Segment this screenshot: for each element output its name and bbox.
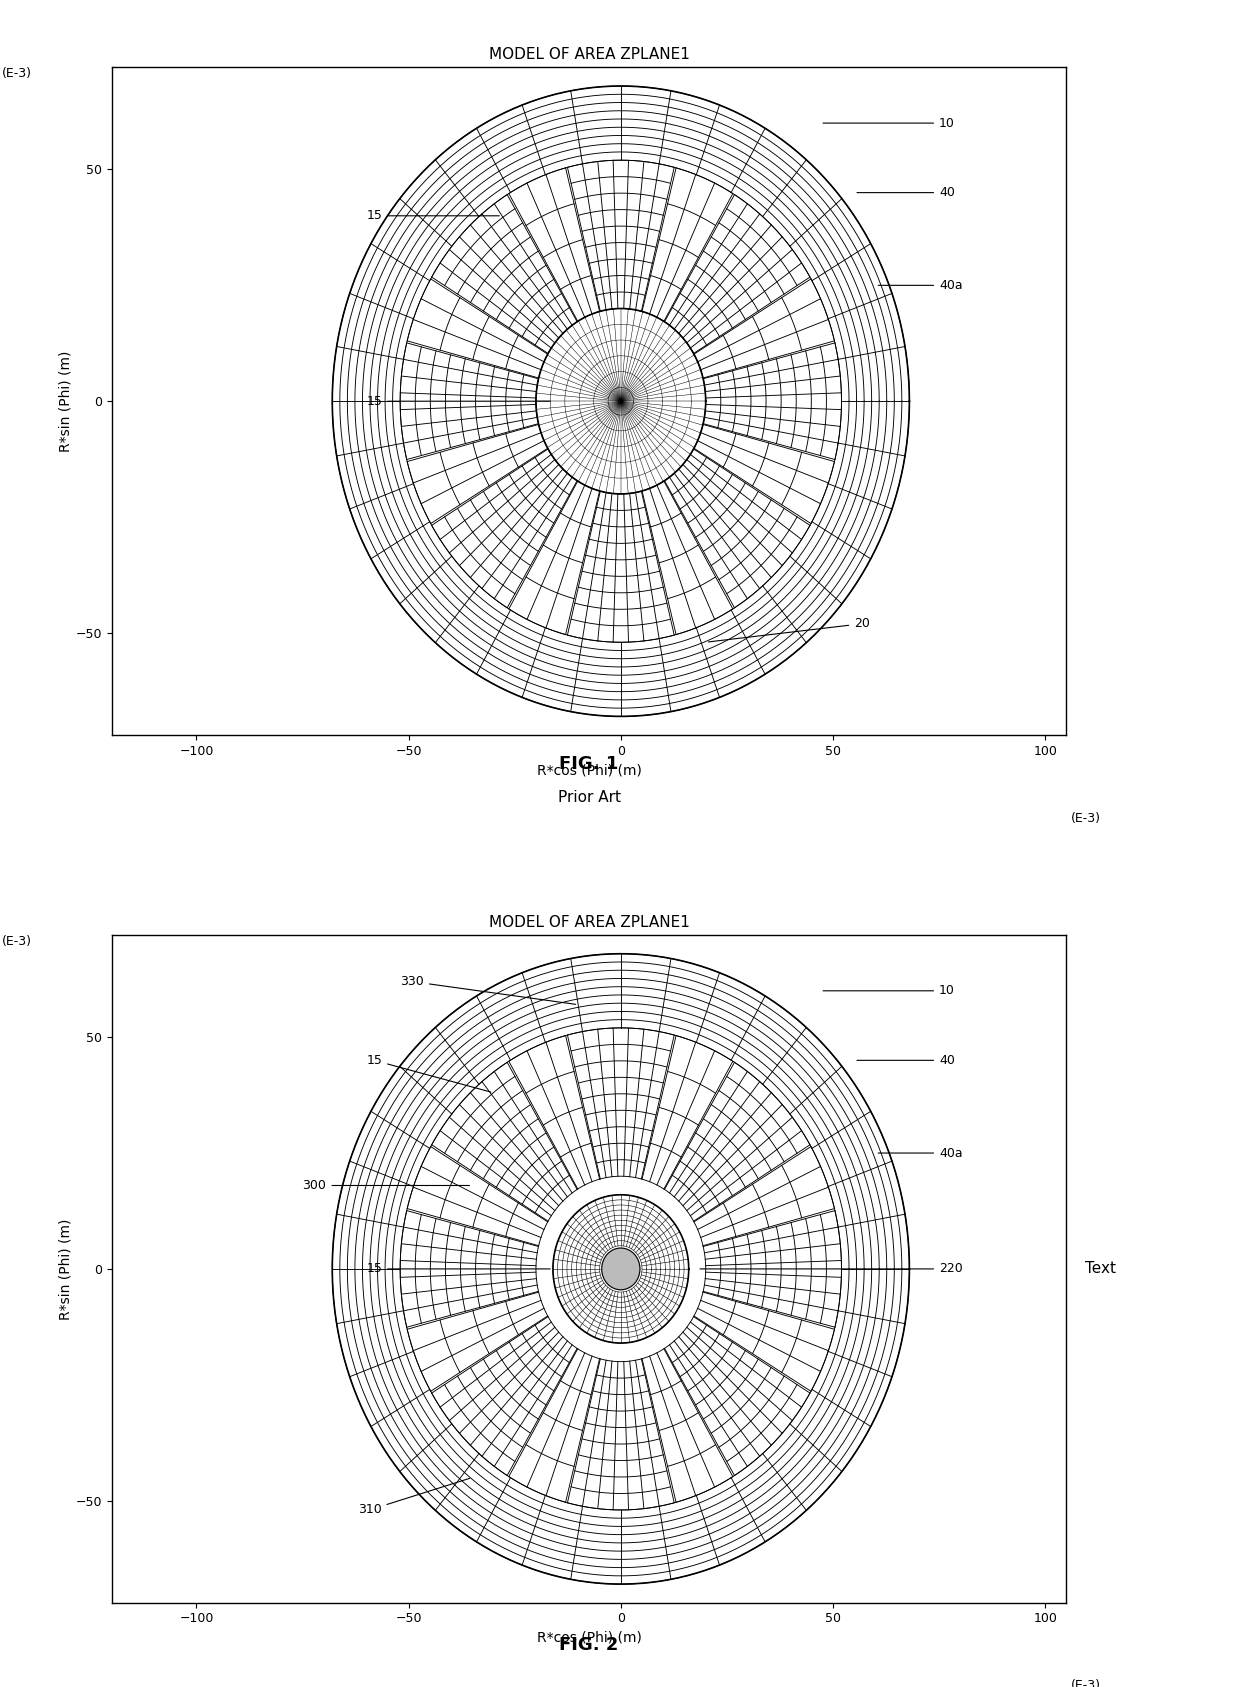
Text: 310: 310: [357, 1478, 470, 1517]
Text: 15: 15: [366, 209, 500, 223]
Text: 300: 300: [303, 1179, 470, 1193]
Text: Prior Art: Prior Art: [558, 791, 620, 805]
Text: 40a: 40a: [878, 278, 962, 292]
Text: 40: 40: [857, 1054, 955, 1066]
Y-axis label: R*sin (Phi) (m): R*sin (Phi) (m): [58, 351, 73, 452]
Text: FIG. 2: FIG. 2: [559, 1636, 619, 1653]
Text: 15: 15: [366, 1054, 491, 1091]
X-axis label: R*cos (Phi) (m): R*cos (Phi) (m): [537, 763, 641, 778]
Text: (E-3): (E-3): [1, 67, 32, 81]
X-axis label: R*cos (Phi) (m): R*cos (Phi) (m): [537, 1631, 641, 1645]
Y-axis label: R*sin (Phi) (m): R*sin (Phi) (m): [58, 1218, 73, 1319]
Text: 15: 15: [366, 1262, 551, 1275]
Text: (E-3): (E-3): [1, 935, 32, 948]
Text: 20: 20: [708, 617, 870, 643]
Text: 220: 220: [701, 1262, 962, 1275]
Title: MODEL OF AREA ZPLANE1: MODEL OF AREA ZPLANE1: [489, 914, 689, 930]
Text: (E-3): (E-3): [1071, 811, 1101, 825]
Title: MODEL OF AREA ZPLANE1: MODEL OF AREA ZPLANE1: [489, 47, 689, 62]
Text: FIG. 1: FIG. 1: [559, 754, 619, 773]
Text: 40a: 40a: [878, 1147, 962, 1159]
Text: 40: 40: [857, 186, 955, 199]
Text: Text: Text: [1085, 1262, 1116, 1277]
Text: 15: 15: [366, 395, 551, 408]
Text: (E-3): (E-3): [1071, 1679, 1101, 1687]
Text: 10: 10: [823, 116, 955, 130]
Circle shape: [601, 1248, 640, 1291]
Text: 10: 10: [823, 984, 955, 997]
Text: 330: 330: [401, 975, 575, 1004]
